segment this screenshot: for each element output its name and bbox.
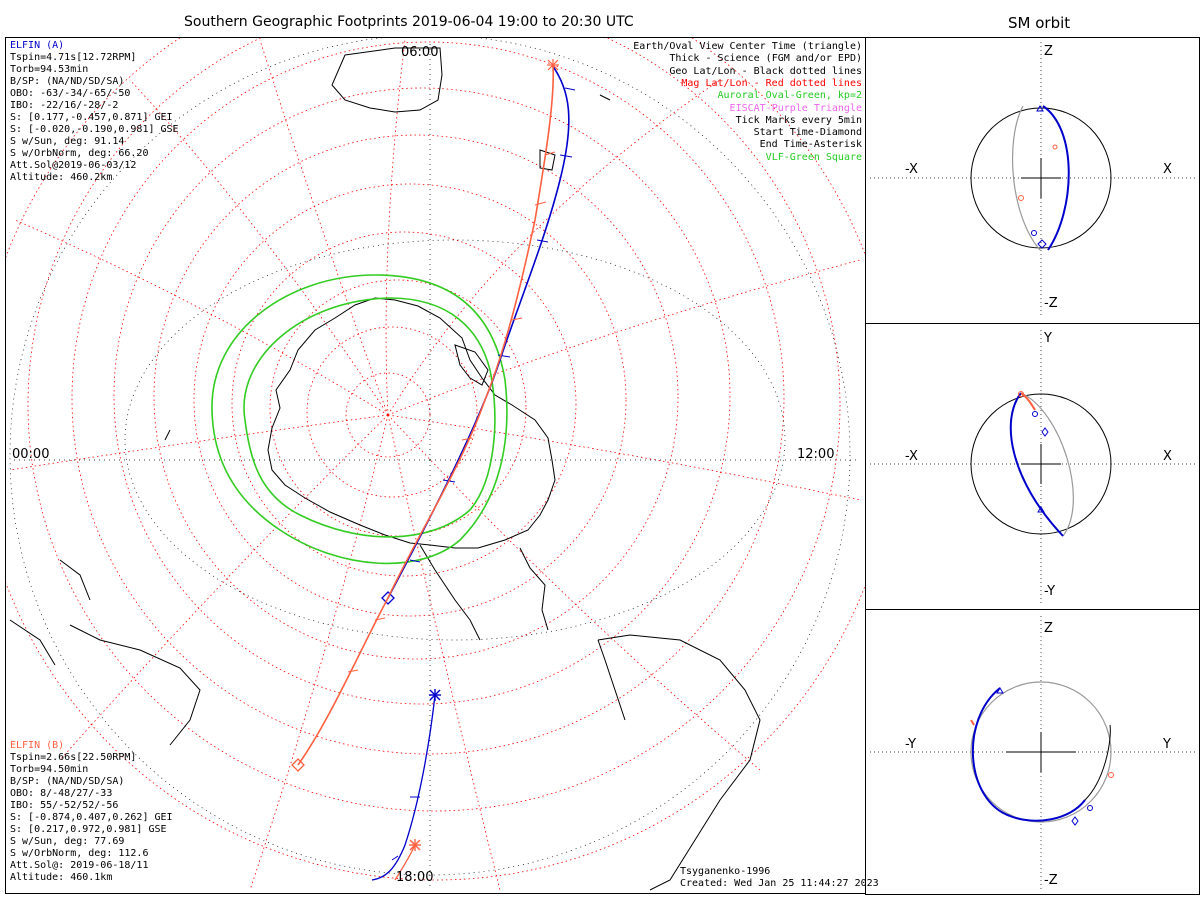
elfin-a-line: Tspin=4.71s[12.72RPM] <box>10 52 137 63</box>
map-label-left: 00:00 <box>12 447 50 462</box>
elfin-b-line: Att.Sol@: 2019-06-18/11 <box>10 860 149 871</box>
sm-p2-right: X <box>1163 449 1172 464</box>
elfin-a-label: ELFIN (A) <box>10 40 65 51</box>
elfin-a-line: OBO: -63/-34/-65/-50 <box>10 88 131 99</box>
sm-p1-top: Z <box>1044 44 1053 59</box>
legend-item: EISCAT-Purple Triangle <box>729 102 862 114</box>
chart-title: Southern Geographic Footprints 2019-06-0… <box>184 14 634 30</box>
elfin-a-line: IBO: -22/16/-28/-2 <box>10 100 119 111</box>
map-label-right: 12:00 <box>797 447 835 462</box>
elfin-a-line: S w/Sun, deg: 91.14 <box>10 136 125 147</box>
sm-p3-right: Y <box>1163 737 1171 752</box>
elfin-b-line: B/SP: (NA/ND/SD/SA) <box>10 776 125 787</box>
elfin-b-line: Altitude: 460.1km <box>10 872 113 883</box>
sm-p3-bottom: -Z <box>1044 873 1058 888</box>
map-label-top: 06:00 <box>401 45 439 60</box>
legend-item: VLF-Green Square <box>765 151 862 163</box>
sm-p2-bottom: -Y <box>1044 584 1056 599</box>
elfin-b-line: S: [0.217,0.972,0.981] GSE <box>10 824 167 835</box>
elfin-b-line: IBO: 55/-52/52/-56 <box>10 800 119 811</box>
created-credit: Created: Wed Jan 25 11:44:27 2023 <box>680 878 879 889</box>
model-credit: Tsyganenko-1996 <box>680 866 771 877</box>
legend-item: Tick Marks every 5min <box>735 114 862 126</box>
sm-p3-left: -Y <box>905 737 917 752</box>
legend-item: Mag Lat/Lon - Red dotted lines <box>681 77 862 89</box>
elfin-a-info: ELFIN (A) Tspin=4.71s[12.72RPM] Torb=94.… <box>10 40 179 184</box>
map-label-bottom: 18:00 <box>396 870 434 885</box>
coastlines <box>9 47 761 891</box>
elfin-b-line: S w/Sun, deg: 77.69 <box>10 836 125 847</box>
elfin-b-line: S: [-0.874,0.407,0.262] GEI <box>10 812 173 823</box>
elfin-b-line: S w/OrbNorm, deg: 112.6 <box>10 848 149 859</box>
sm-p1-right: X <box>1163 162 1172 177</box>
elfin-b-start-asterisk <box>547 59 559 71</box>
legend-item: End Time-Asterisk <box>759 139 862 151</box>
sm-p2-top: Y <box>1044 331 1052 346</box>
legend-item: Earth/Oval View Center Time (triangle) <box>633 41 862 52</box>
elfin-a-ticks <box>391 87 576 861</box>
elfin-b-track <box>291 59 559 881</box>
legend-item: Thick - Science (FGM and/or EPD) <box>669 53 862 65</box>
legend-item: Auroral Oval-Green, kp=2 <box>717 90 863 102</box>
geo-grid <box>9 38 860 890</box>
elfin-a-end-asterisk <box>429 689 441 701</box>
auroral-ovals <box>211 274 508 565</box>
elfin-b-label: ELFIN (B) <box>10 740 65 751</box>
elfin-a-line: S: [-0.020,-0.190,0.981] GSE <box>10 124 179 135</box>
sm-p1-left: -X <box>905 162 918 177</box>
elfin-b-line: Torb=94.50min <box>10 764 89 775</box>
elfin-a-line: B/SP: (NA/ND/SD/SA) <box>10 76 125 87</box>
footprint-map <box>6 38 865 891</box>
elfin-b-info: ELFIN (B) Tspin=2.66s[22.50RPM] Torb=94.… <box>10 740 173 884</box>
elfin-b-end-asterisk <box>409 839 421 851</box>
elfin-a-track <box>371 64 576 881</box>
elfin-a-line: S w/OrbNorm, deg: 66.20 <box>10 148 149 159</box>
legend-item: Start Time-Diamond <box>753 127 862 139</box>
sm-panel-yz <box>865 609 1200 895</box>
sm-panel-xz <box>865 37 1200 324</box>
legend: Earth/Oval View Center Time (triangle) T… <box>560 41 862 171</box>
mag-lon-radials <box>9 39 861 891</box>
legend-item: Geo Lat/Lon - Black dotted lines <box>669 65 862 77</box>
elfin-a-line: Att.Sol@2019-06-03/12 <box>10 160 137 171</box>
elfin-a-line: S: [0.177,-0.457,0.871] GEI <box>10 112 173 123</box>
sm-p2-left: -X <box>905 449 918 464</box>
sm-p1-bottom: -Z <box>1044 296 1058 311</box>
elfin-a-start-diamond <box>381 591 395 605</box>
mag-lat-circles <box>6 38 865 881</box>
elfin-b-ticks <box>347 151 556 673</box>
sm-p3-top: Z <box>1044 621 1053 636</box>
sm-orbit-title: SM orbit <box>1008 14 1071 32</box>
elfin-b-start-diamond <box>291 758 305 772</box>
elfin-b-line: OBO: 8/-48/27/-33 <box>10 788 113 799</box>
sm-panel-xy <box>865 323 1200 610</box>
elfin-a-line: Altitude: 460.2km <box>10 172 113 183</box>
elfin-a-line: Torb=94.53min <box>10 64 89 75</box>
elfin-b-line: Tspin=2.66s[22.50RPM] <box>10 752 137 763</box>
